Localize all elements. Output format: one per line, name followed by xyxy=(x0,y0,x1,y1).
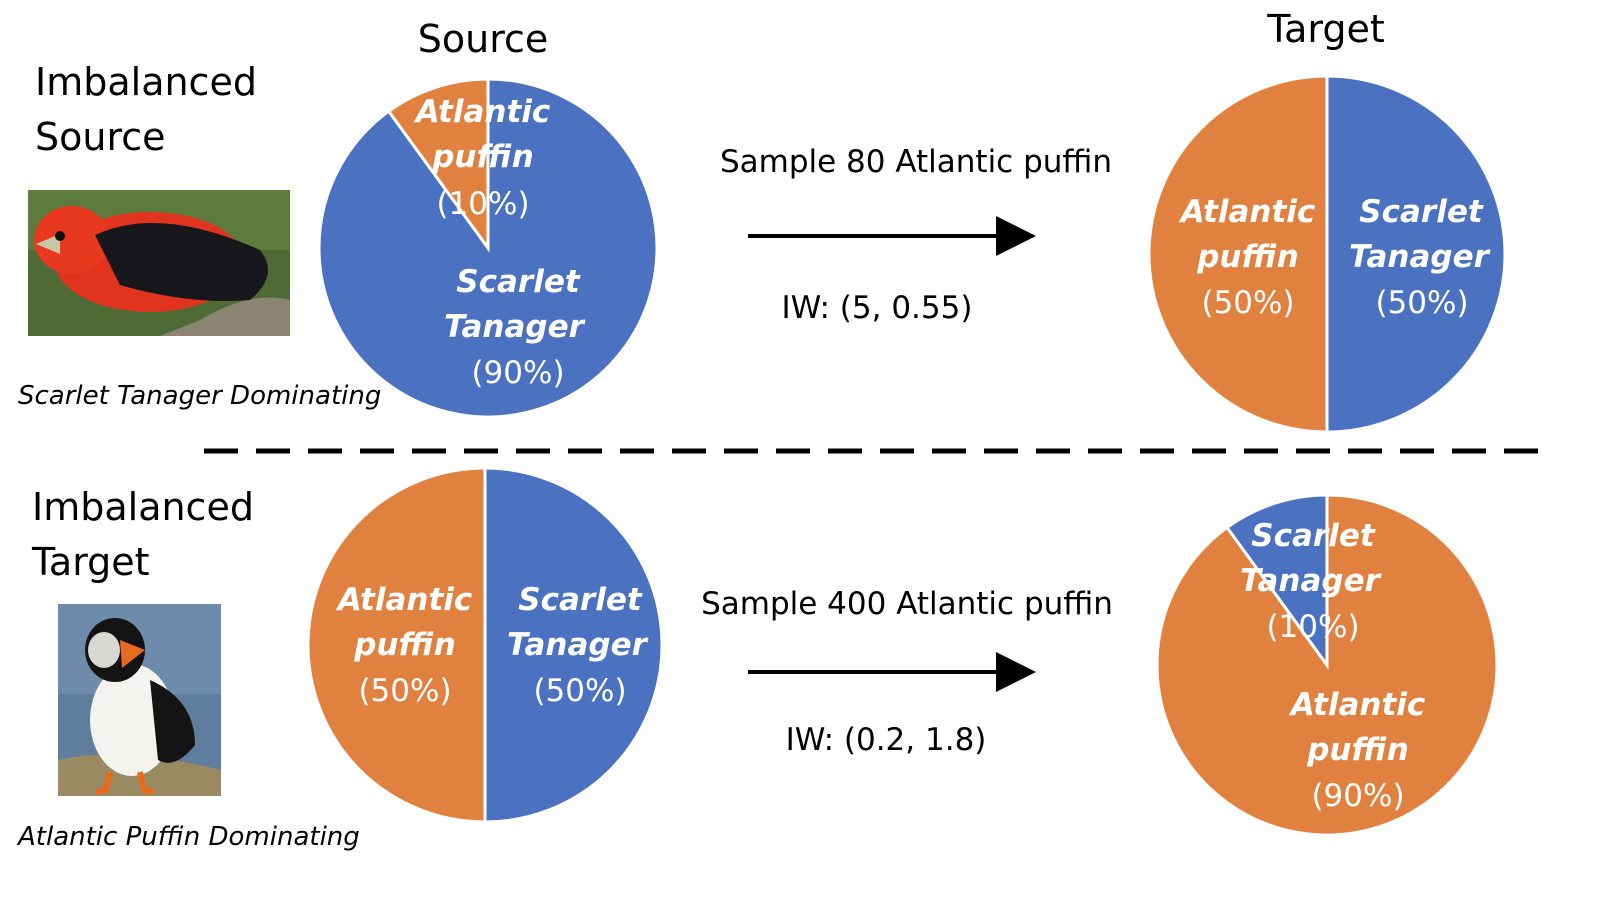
pie-bottom-source-puffin-name1: Atlantic xyxy=(335,582,473,618)
pie-top-target-tanager-name1: Scarlet xyxy=(1359,194,1484,230)
source-header: Source xyxy=(418,17,549,61)
pie-top-target-slice-0 xyxy=(1147,74,1329,434)
pie-bottom-target-tanager-name2: Tanager xyxy=(1240,563,1382,599)
bottom-arrow-text: Sample 400 Atlantic puffin xyxy=(701,586,1113,622)
pie-top-target-puffin-name1: Atlantic xyxy=(1178,194,1316,230)
pie-top-target-tanager-name2: Tanager xyxy=(1349,239,1491,275)
pie-top-target: Atlantic puffin (50%) Scarlet Tanager (5… xyxy=(1147,74,1507,434)
top-iw-text: IW: (5, 0.55) xyxy=(782,290,973,326)
bottom-iw-text: IW: (0.2, 1.8) xyxy=(786,722,987,758)
top-label-line2: Source xyxy=(35,115,166,159)
pie-bottom-source-tanager-name1: Scarlet xyxy=(518,582,643,618)
pie-top-target-puffin-name2: puffin xyxy=(1196,239,1299,275)
pie-bottom-target-tanager-pct: (10%) xyxy=(1266,609,1359,645)
pie-bottom-source-tanager-name2: Tanager xyxy=(507,627,649,663)
top-arrow-text: Sample 80 Atlantic puffin xyxy=(720,144,1112,180)
pie-bottom-target-puffin-pct: (90%) xyxy=(1311,778,1404,814)
pie-bottom-target-puffin-name2: puffin xyxy=(1306,732,1409,768)
pie-top-source: Atlantic puffin (10%) Scarlet Tanager (9… xyxy=(317,77,659,419)
pie-bottom-target-tanager-name1: Scarlet xyxy=(1251,518,1376,554)
pie-bottom-source: Atlantic puffin (50%) Scarlet Tanager (5… xyxy=(306,466,664,824)
pie-top-source-slice-0 xyxy=(386,77,490,253)
pie-bottom-source-slice-0 xyxy=(306,466,487,824)
pie-top-source-slice-1 xyxy=(317,77,659,419)
pie-bottom-target-puffin-name1: Atlantic xyxy=(1288,687,1426,723)
scarlet-tanager-photo xyxy=(28,190,290,336)
pie-top-target-slice-1 xyxy=(1325,74,1507,434)
top-label-line1: Imbalanced xyxy=(35,60,257,104)
pie-top-source-puffin-name2: puffin xyxy=(431,139,534,175)
pie-top-target-puffin-pct: (50%) xyxy=(1201,285,1294,321)
atlantic-puffin-photo xyxy=(58,604,221,796)
pie-bottom-source-tanager-pct: (50%) xyxy=(533,673,626,709)
pie-bottom-target-slice-1 xyxy=(1224,493,1329,670)
pie-bottom-source-puffin-pct: (50%) xyxy=(358,673,451,709)
top-caption: Scarlet Tanager Dominating xyxy=(18,381,381,411)
target-header: Target xyxy=(1266,7,1385,51)
pie-bottom-source-slice-1 xyxy=(483,466,664,824)
bottom-label-line1: Imbalanced xyxy=(32,485,254,529)
pie-top-source-puffin-pct: (10%) xyxy=(436,186,529,222)
pie-top-target-tanager-pct: (50%) xyxy=(1375,285,1468,321)
pie-bottom-target-slice-0 xyxy=(1155,493,1499,837)
bottom-caption: Atlantic Puffin Dominating xyxy=(16,822,360,852)
bottom-label-line2: Target xyxy=(31,540,150,584)
pie-top-source-tanager-name1: Scarlet xyxy=(456,264,581,300)
pie-bottom-target: Scarlet Tanager (10%) Atlantic puffin (9… xyxy=(1155,493,1499,837)
pie-top-source-puffin-name1: Atlantic xyxy=(413,94,551,130)
pie-top-source-tanager-pct: (90%) xyxy=(471,355,564,391)
pie-bottom-source-puffin-name2: puffin xyxy=(353,627,456,663)
pie-top-source-tanager-name2: Tanager xyxy=(444,309,586,345)
